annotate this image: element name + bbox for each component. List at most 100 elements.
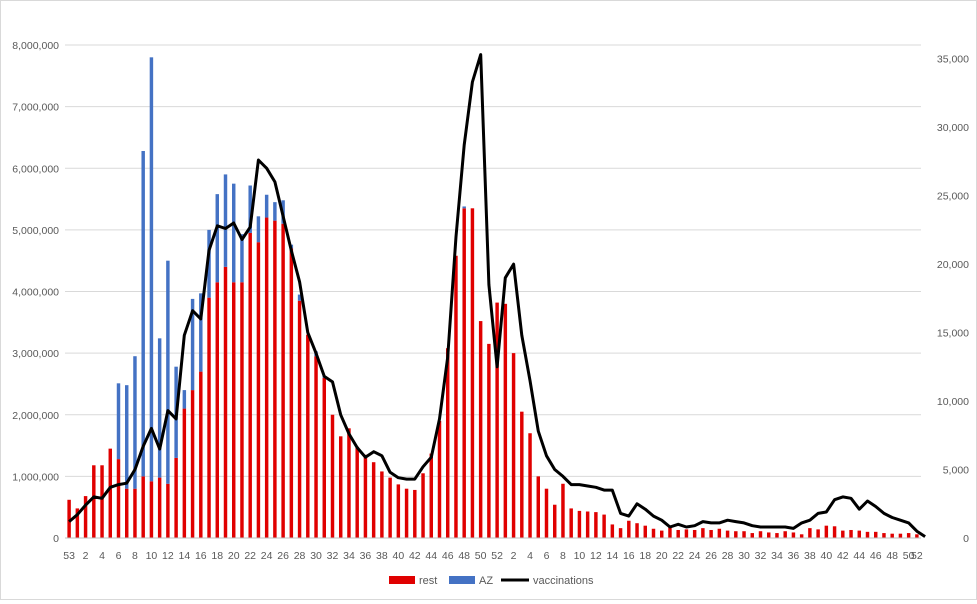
bar-rest [569, 508, 573, 538]
right-tick-label: 25,000 [937, 191, 969, 203]
x-tick-label: 52 [911, 550, 923, 562]
bar-rest [388, 477, 392, 538]
bar-rest [462, 208, 466, 538]
bar-az [256, 216, 261, 243]
x-tick-label: 18 [639, 550, 651, 562]
bar-rest [413, 489, 417, 538]
x-tick-label: 24 [261, 550, 273, 562]
bar-rest [322, 377, 326, 538]
x-tick-label: 32 [755, 550, 767, 562]
x-tick-label: 12 [590, 550, 602, 562]
bar-rest [758, 531, 763, 538]
left-tick-label: 1,000,000 [12, 471, 59, 483]
x-tick-label: 26 [705, 550, 717, 562]
x-axis-ticks: 53 2 4 6 8 10 12 14 16 18 20 22 24 26 28 30 32 34 36 38 40 42… [63, 537, 923, 562]
x-tick-label: 28 [294, 550, 306, 562]
bar-rest [380, 471, 384, 538]
line-series [68, 53, 926, 538]
right-tick-label: 30,000 [937, 122, 969, 134]
bar-rest [528, 433, 532, 538]
left-axis-ticks: 0 1,000,000 2,000,000 3,000,000 4,000,000 5,0… [12, 40, 59, 545]
bar-rest [824, 525, 829, 538]
bar-rest [874, 531, 878, 538]
right-tick-label: 15,000 [937, 328, 969, 340]
x-tick-label: 46 [442, 550, 454, 562]
bar-rest [470, 208, 475, 538]
bar-az [157, 338, 162, 478]
bar-rest [314, 356, 318, 538]
bar-rest [487, 343, 491, 538]
bar-rest [610, 524, 615, 538]
bar-rest [553, 504, 557, 538]
bar-az [133, 356, 137, 489]
bar-rest [133, 488, 137, 538]
bar-az [232, 183, 236, 283]
bar-rest [232, 282, 236, 538]
bar-rest [841, 530, 845, 538]
legend-label-vaccinations: vaccinations [533, 575, 594, 587]
bar-rest [421, 473, 425, 538]
bar-rest [832, 526, 837, 538]
x-tick-label: 36 [360, 550, 372, 562]
bar-rest [709, 529, 713, 538]
bar-rest [83, 496, 88, 538]
bar-rest [199, 371, 203, 538]
bar-rest [799, 534, 804, 538]
x-tick-label: 18 [211, 550, 223, 562]
x-tick-label: 44 [425, 550, 437, 562]
right-tick-label: 5,000 [943, 465, 969, 477]
legend-label-rest: rest [419, 575, 437, 587]
vaccinations-line [68, 53, 926, 538]
x-tick-label: 12 [162, 550, 174, 562]
bar-rest [594, 512, 598, 538]
bar-rest [355, 446, 359, 538]
x-tick-label: 30 [310, 550, 322, 562]
bar-az [116, 383, 121, 460]
bar-rest [503, 303, 508, 538]
bar-rest [190, 390, 195, 538]
right-tick-label: 10,000 [937, 396, 969, 408]
bar-az [264, 194, 269, 218]
bar-rest [701, 528, 705, 538]
bar-rest [215, 282, 219, 538]
left-tick-label: 0 [53, 533, 59, 545]
x-tick-label: 50 [475, 550, 487, 562]
bar-rest [248, 232, 252, 539]
x-tick-label: 44 [853, 550, 865, 562]
bar-rest [882, 533, 886, 538]
bar-rest [306, 334, 310, 538]
bar-rest [174, 457, 178, 538]
bar-rest [454, 255, 458, 538]
left-tick-label: 5,000,000 [12, 225, 59, 237]
right-tick-label: 20,000 [937, 259, 969, 271]
bar-rest [339, 436, 343, 538]
bar-rest [495, 302, 499, 538]
x-tick-label: 14 [607, 550, 619, 562]
bar-rest [429, 453, 433, 538]
bar-rest [347, 428, 351, 538]
x-tick-label: 34 [343, 550, 355, 562]
legend-swatch-az [449, 576, 475, 584]
bar-az [149, 57, 154, 482]
left-tick-label: 8,000,000 [12, 40, 59, 52]
bar-rest [602, 514, 606, 538]
bar-rest [791, 532, 796, 538]
x-tick-label: 2 [511, 550, 517, 562]
bar-rest [627, 520, 631, 538]
bar-rest [857, 530, 861, 538]
bar-rest [264, 217, 269, 539]
bar-rest [289, 248, 294, 539]
bar-rest [125, 488, 129, 538]
right-tick-label: 35,000 [937, 54, 969, 66]
x-tick-label: 26 [277, 550, 289, 562]
x-tick-label: 30 [738, 550, 750, 562]
x-tick-label: 52 [491, 550, 503, 562]
bar-az [462, 206, 466, 209]
bar-rest [149, 481, 154, 538]
x-tick-label: 10 [146, 550, 158, 562]
bar-rest [561, 483, 565, 538]
bar-rest [898, 533, 903, 538]
bar-rest [108, 448, 112, 538]
x-tick-label: 6 [116, 550, 122, 562]
